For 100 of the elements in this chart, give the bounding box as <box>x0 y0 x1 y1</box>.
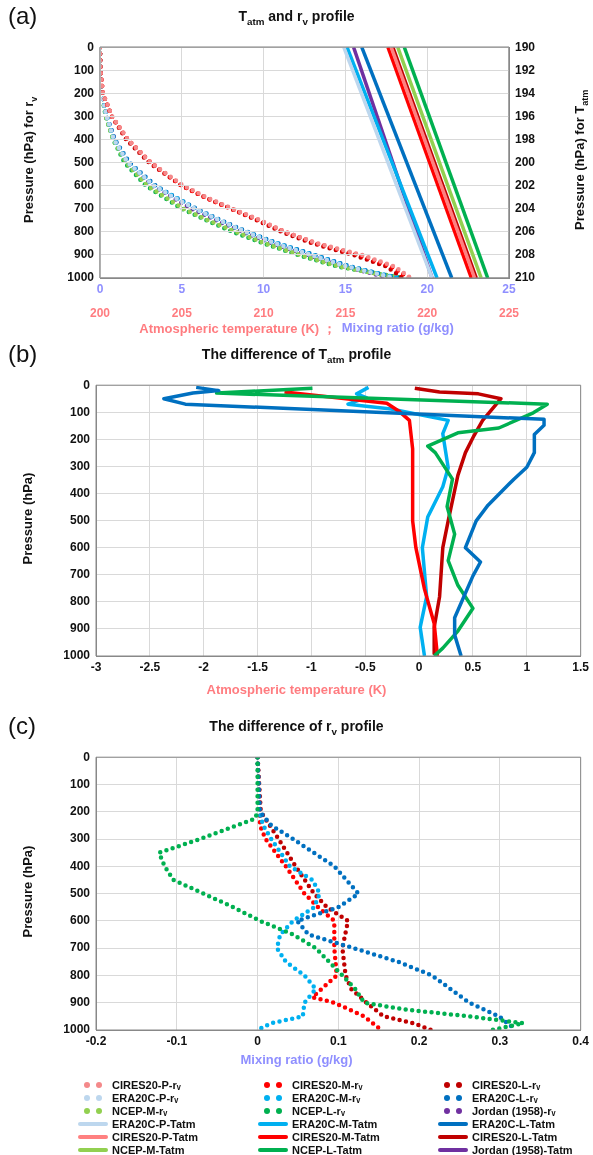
y-tick-label: 202 <box>515 177 536 192</box>
y-tick-label: 190 <box>515 39 536 54</box>
y-tick-label: 400 <box>69 858 91 873</box>
y-tick-label: 204 <box>515 201 536 216</box>
legend-label: ERA20C-L-rᵥ <box>472 1091 538 1104</box>
y-tick-label: 400 <box>73 131 95 146</box>
x-tick-label: 0.3 <box>491 1033 509 1048</box>
x-tick-label: 0.4 <box>572 1033 590 1048</box>
y-tick-label: 900 <box>73 247 95 262</box>
y-tick-label: 300 <box>69 458 91 473</box>
y-tick-label: 200 <box>73 85 95 100</box>
legend-label: CIRES20-M-Tatm <box>292 1130 380 1143</box>
y-tick-label: 500 <box>73 154 95 169</box>
legend-label: NCEP-M-rᵥ <box>112 1104 168 1117</box>
y-tick-label: 100 <box>69 404 91 419</box>
y-tick-label: 600 <box>69 539 91 554</box>
legend-label: NCEP-L-Tatm <box>292 1143 363 1155</box>
y-tick-label: 800 <box>73 224 95 239</box>
legend-label: ERA20C-P-Tatm <box>112 1117 196 1130</box>
legend-label: ERA20C-L-Tatm <box>472 1117 555 1130</box>
y-axis-title: Pressure (hPa) <box>20 472 36 564</box>
y-axis-title: Pressure (hPa) <box>20 845 36 937</box>
y-tick-label: 200 <box>515 154 536 169</box>
y-tick-label: 1000 <box>63 648 91 663</box>
chart-title: The difference of r$_{v}$ profile <box>209 718 384 737</box>
y-tick-label: 900 <box>69 995 91 1010</box>
x-tick-label: 215 <box>335 305 356 320</box>
y-tick-label: 500 <box>69 512 91 527</box>
x-tick-label: 225 <box>498 305 520 320</box>
x-axis-title: Mixing ratio (g/kg) <box>341 320 454 337</box>
text: Atmospheric temperature (K) ； <box>139 321 336 336</box>
legend-label: CIRES20-M-rᵥ <box>292 1078 363 1091</box>
legend-label: NCEP-M-Tatm <box>112 1143 185 1155</box>
y-tick-label: 196 <box>515 108 536 123</box>
text: (c) <box>8 712 36 740</box>
line-series <box>156 757 526 1030</box>
text: (b) <box>8 340 38 368</box>
x-tick-label: 0.1 <box>329 1033 347 1048</box>
y-tick-label: 0 <box>87 39 95 54</box>
y-tick-label: 194 <box>515 85 536 100</box>
y-tick-label: 700 <box>73 201 95 216</box>
x-axis-title: Atmospheric temperature (K) <box>206 682 387 697</box>
y-tick-label: 700 <box>69 567 91 582</box>
x-tick-label: 0 <box>254 1033 262 1048</box>
y-tick-label: 600 <box>73 177 95 192</box>
y-tick-label: 0 <box>83 749 91 764</box>
y-tick-label: 300 <box>73 108 95 123</box>
y-tick-label: 192 <box>515 62 536 77</box>
y-tick-label: 0 <box>83 377 91 392</box>
x-tick-label: -2 <box>198 659 210 674</box>
x-tick-label: 10 <box>256 281 271 296</box>
y-tick-label: 198 <box>515 131 536 146</box>
x-tick-label: 205 <box>171 305 193 320</box>
x-tick-label: 0 <box>415 659 423 674</box>
legend-label: ERA20C-P-rᵥ <box>112 1091 179 1104</box>
x-tick-label: -0.1 <box>166 1033 188 1048</box>
x-tick-label: 210 <box>253 305 274 320</box>
x-tick-label: 220 <box>417 305 438 320</box>
x-tick-label: 0.5 <box>464 659 482 674</box>
x-tick-label: 25 <box>502 281 516 296</box>
y-tick-label: 100 <box>69 776 91 791</box>
y-tick-label: 600 <box>69 913 91 928</box>
x-tick-label: -0.5 <box>354 659 376 674</box>
y-tick-label: 200 <box>69 804 91 819</box>
y-tick-label: 1000 <box>67 270 95 285</box>
y-tick-label: 900 <box>69 621 91 636</box>
y-tick-label: 400 <box>69 485 91 500</box>
legend-label: NCEP-L-rᵥ <box>292 1104 345 1117</box>
x-tick-label: 15 <box>338 281 353 296</box>
x-tick-label: -3 <box>90 659 102 674</box>
x-tick-label: 5 <box>178 281 186 296</box>
y-tick-label: 210 <box>515 270 536 285</box>
x-tick-label: -2.5 <box>139 659 161 674</box>
legend-label: CIRES20-L-rᵥ <box>472 1078 541 1091</box>
legend-label: CIRES20-L-Tatm <box>472 1130 558 1143</box>
chart-title: The difference of T$_{atm}$ profile <box>201 346 392 365</box>
x-tick-label: 1 <box>523 659 531 674</box>
x-tick-label: -1 <box>306 659 318 674</box>
x-tick-label: -1.5 <box>247 659 269 674</box>
x-tick-label: 20 <box>420 281 435 296</box>
y-tick-label: 700 <box>69 940 91 955</box>
legend-label: ERA20C-M-Tatm <box>292 1117 378 1130</box>
text: (a) <box>8 2 38 30</box>
x-tick-label: 0.2 <box>410 1033 428 1048</box>
x-axis-title: Mixing ratio (g/kg) <box>240 1052 353 1067</box>
legend-label: Jordan (1958)-rᵥ <box>472 1104 556 1117</box>
y-tick-label: 100 <box>73 62 95 77</box>
y-tick-label: 300 <box>69 831 91 846</box>
y-tick-label: 206 <box>515 224 536 239</box>
legend-label: CIRES20-P-Tatm <box>112 1130 198 1143</box>
y-tick-label: 800 <box>69 967 91 982</box>
legend-label: Jordan (1958)-Tatm <box>472 1143 573 1155</box>
legend-label: CIRES20-P-rᵥ <box>112 1078 181 1091</box>
legend-label: ERA20C-M-rᵥ <box>292 1091 361 1104</box>
x-tick-label: 1.5 <box>572 659 590 674</box>
chart-title: T$_{atm}$ and r$_{v}$ profile <box>238 8 355 27</box>
y-tick-label: 500 <box>69 885 91 900</box>
y-tick-label: 208 <box>515 247 536 262</box>
y-tick-label: 800 <box>69 594 91 609</box>
y-tick-label: 200 <box>69 431 91 446</box>
